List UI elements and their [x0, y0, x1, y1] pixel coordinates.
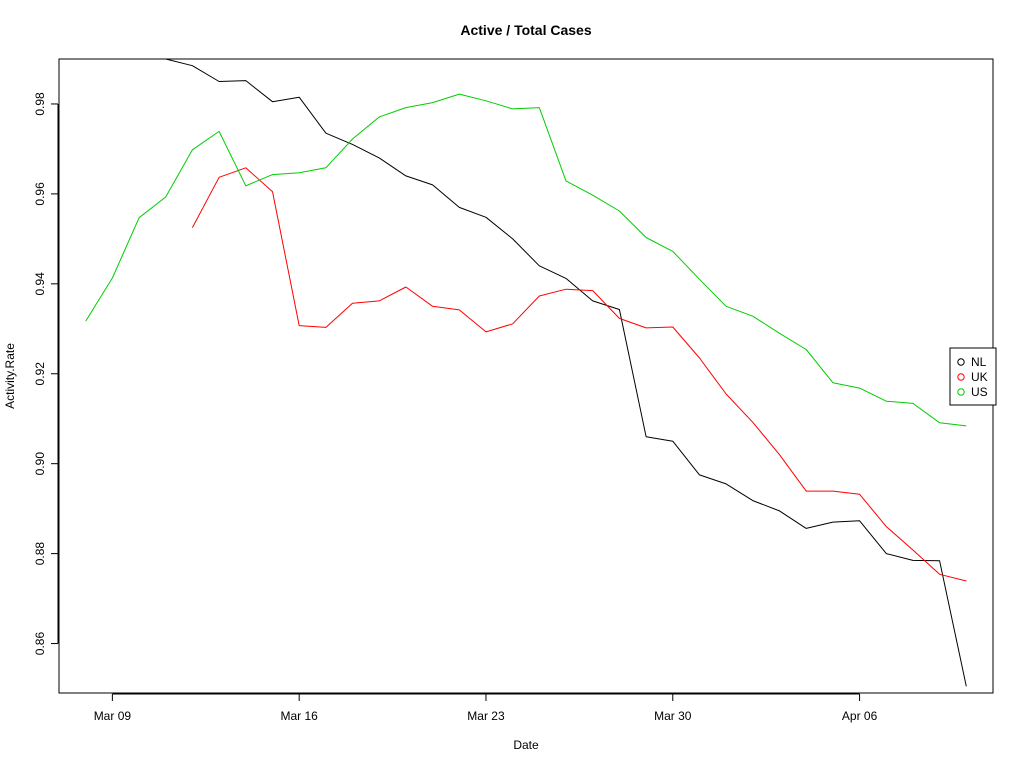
legend-label-us: US: [971, 385, 988, 399]
series-line-nl: [165, 58, 967, 687]
y-axis: 0.86 0.88 0.90 0.92 0.94 0.96 0.98: [33, 92, 59, 656]
legend-marker-uk: [957, 373, 965, 381]
y-tick-label: 0.90: [33, 452, 47, 476]
y-axis-label: Activity.Rate: [3, 343, 17, 409]
legend-marker-us: [957, 388, 965, 396]
legend-label-uk: UK: [971, 370, 988, 384]
x-tick-label: Mar 23: [467, 709, 505, 723]
x-axis-label: Date: [513, 738, 539, 752]
y-tick-label: 0.92: [33, 362, 47, 386]
y-tick-label: 0.98: [33, 92, 47, 116]
series-line-us: [85, 93, 967, 427]
x-tick-label: Mar 09: [94, 709, 132, 723]
y-tick-label: 0.88: [33, 542, 47, 566]
y-tick-label: 0.94: [33, 272, 47, 296]
x-tick-label: Mar 16: [280, 709, 318, 723]
series-layer: [85, 58, 967, 687]
y-tick-label: 0.96: [33, 182, 47, 206]
chart-title: Active / Total Cases: [460, 22, 591, 38]
x-tick-label: Apr 06: [842, 709, 878, 723]
legend-marker-nl: [957, 358, 965, 366]
x-axis: Mar 09 Mar 16 Mar 23 Mar 30 Apr 06: [94, 693, 878, 723]
x-tick-label: Mar 30: [654, 709, 692, 723]
series-line-uk: [191, 167, 967, 582]
legend-label-nl: NL: [971, 355, 987, 369]
y-tick-label: 0.86: [33, 632, 47, 656]
